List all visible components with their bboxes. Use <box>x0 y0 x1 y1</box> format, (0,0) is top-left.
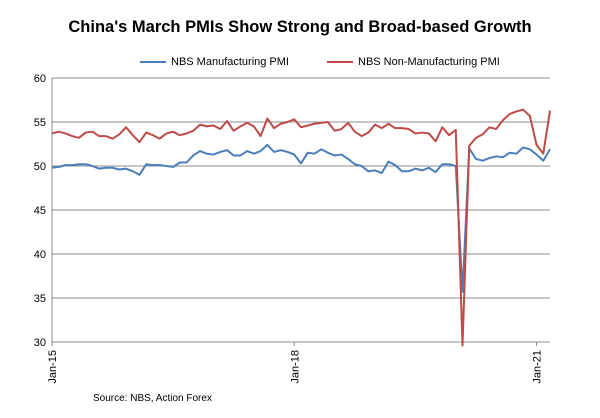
legend-label-non-manufacturing: NBS Non-Manufacturing PMI <box>358 56 500 68</box>
series-line-non-manufacturing <box>51 108 551 347</box>
chart-source: Source: NBS, Action Forex <box>93 393 212 404</box>
chart-title: China's March PMIs Show Strong and Broad… <box>68 18 532 36</box>
legend-swatch-manufacturing <box>140 61 166 63</box>
legend-label-manufacturing: NBS Manufacturing PMI <box>171 56 289 68</box>
x-tick-label: Jan-21 <box>532 350 544 384</box>
x-tick-label: Jan-15 <box>47 350 59 384</box>
y-tick-label: 50 <box>34 161 46 173</box>
legend-item-non-manufacturing: NBS Non-Manufacturing PMI <box>327 56 500 68</box>
chart-legend: NBS Manufacturing PMI NBS Non-Manufactur… <box>0 56 600 76</box>
series-line-manufacturing <box>51 143 551 293</box>
y-tick-label: 45 <box>34 205 46 217</box>
y-tick-label: 55 <box>34 117 46 129</box>
y-tick-label: 60 <box>34 73 46 85</box>
legend-swatch-non-manufacturing <box>327 61 353 63</box>
x-tick-label: Jan-18 <box>289 350 301 384</box>
legend-item-manufacturing: NBS Manufacturing PMI <box>140 56 289 68</box>
y-tick-label: 35 <box>34 293 46 305</box>
y-tick-label: 40 <box>34 249 46 261</box>
y-tick-label: 30 <box>34 337 46 349</box>
